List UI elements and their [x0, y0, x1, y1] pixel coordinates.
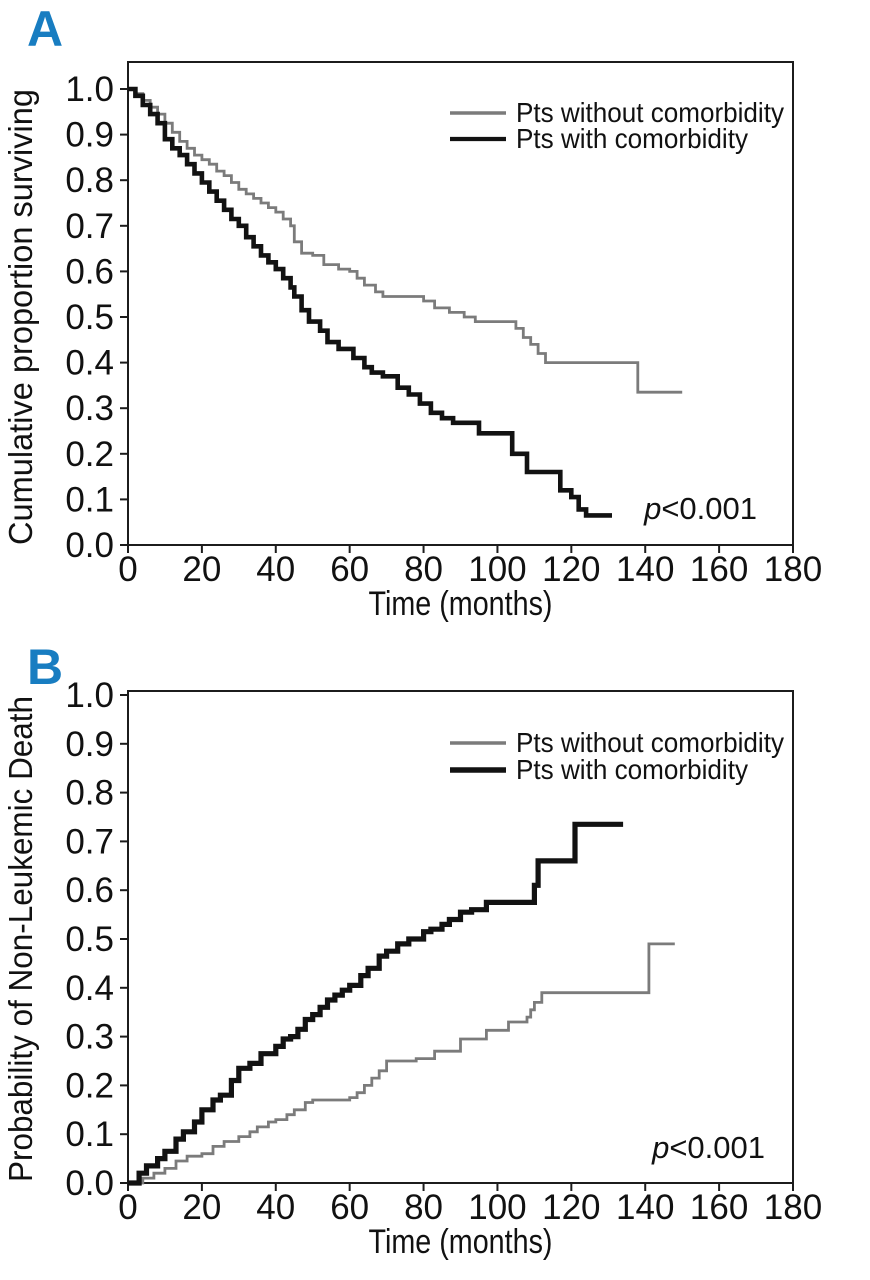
y-tick-label: 1.0 [65, 70, 114, 109]
x-tick-label: 100 [468, 1188, 526, 1227]
legend-label-1: Pts with comorbidity [516, 123, 748, 154]
legend-label-0: Pts without comorbidity [516, 727, 784, 758]
panel-b: B 0.0 0.1 0.2 0.3 0.4 0.5 0.6 0.7 0.8 0.9 1.0 0 20 40… [0, 628, 870, 1280]
y-tick-label: 0.8 [65, 774, 114, 813]
x-tick-label: 140 [616, 1188, 674, 1227]
y-tick-label: 0.2 [65, 1066, 114, 1105]
x-tick-label: 80 [404, 1188, 443, 1227]
x-axis-title: Time (months) [369, 1223, 553, 1261]
series-without-comorbidity [128, 942, 675, 1185]
x-tick-label: 20 [182, 550, 221, 589]
x-tick-label: 120 [542, 1188, 600, 1227]
x-tick-label: 160 [690, 550, 748, 589]
x-tick-label: 160 [690, 1188, 748, 1227]
x-tick-label: 80 [404, 550, 443, 589]
y-tick-label: 0.7 [65, 822, 114, 861]
legend-label-1: Pts with comorbidity [516, 754, 748, 785]
plot-frame [127, 690, 794, 1184]
y-axis-title: Probability of Non-Leukemic Death [2, 696, 39, 1182]
y-tick-label: 0.4 [65, 344, 114, 383]
x-tick-label: 40 [256, 1188, 295, 1227]
x-tick-label: 40 [256, 550, 295, 589]
x-axis-title: Time (months) [369, 585, 553, 623]
x-tick-label: 140 [616, 550, 674, 589]
series-without-comorbidity [128, 87, 683, 394]
panel-a-chart: 0.0 0.1 0.2 0.3 0.4 0.5 0.6 0.7 0.8 0.9 1.0 0 20 40 60… [2, 61, 822, 623]
y-tick-label: 0.1 [65, 480, 114, 519]
y-tick-label: 0.8 [65, 161, 114, 200]
p-value-annotation: p<0.001 [651, 1130, 765, 1165]
y-tick-label: 0.5 [65, 920, 114, 959]
y-tick-label: 0.9 [65, 116, 114, 155]
x-tick-label: 120 [542, 550, 600, 589]
series-with-comorbidity [128, 821, 624, 1186]
y-tick-label: 0.3 [65, 389, 114, 428]
x-tick-label: 180 [764, 1188, 822, 1227]
x-tick-label: 180 [764, 550, 822, 589]
x-tick-label: 0 [118, 1188, 137, 1227]
y-tick-label: 0.7 [65, 207, 114, 246]
legend-label-0: Pts without comorbidity [516, 97, 784, 128]
y-axis-title: Cumulative proportion surviving [2, 89, 39, 545]
x-tick-label: 60 [330, 1188, 369, 1227]
panel-b-letter: B [27, 639, 64, 695]
p-value-annotation: p<0.001 [643, 491, 757, 526]
y-tick-label: 0.1 [65, 1115, 114, 1154]
panel-b-chart: 0.0 0.1 0.2 0.3 0.4 0.5 0.6 0.7 0.8 0.9 1.0 0 20 40 60… [2, 676, 822, 1261]
y-tick-label: 0.0 [65, 1164, 114, 1203]
x-tick-label: 0 [118, 550, 137, 589]
x-tick-label: 100 [468, 550, 526, 589]
y-tick-label: 0.6 [65, 252, 114, 291]
y-tick-label: 0.0 [65, 526, 114, 565]
x-tick-label: 60 [330, 550, 369, 589]
y-tick-label: 0.6 [65, 871, 114, 910]
panel-a-letter: A [27, 1, 64, 57]
y-tick-label: 0.2 [65, 435, 114, 474]
y-tick-label: 0.9 [65, 725, 114, 764]
y-tick-label: 0.4 [65, 969, 114, 1008]
y-tick-label: 0.5 [65, 298, 114, 337]
y-tick-label: 1.0 [65, 676, 114, 715]
x-tick-label: 20 [182, 1188, 221, 1227]
panel-a: A 0.0 0.1 0.2 0.3 0.4 0.5 0.6 0.7 0.8 0.9 1.0 0 20 40… [0, 0, 870, 628]
plot-frame [127, 61, 794, 546]
series-with-comorbidity [128, 86, 612, 518]
y-tick-label: 0.3 [65, 1018, 114, 1057]
